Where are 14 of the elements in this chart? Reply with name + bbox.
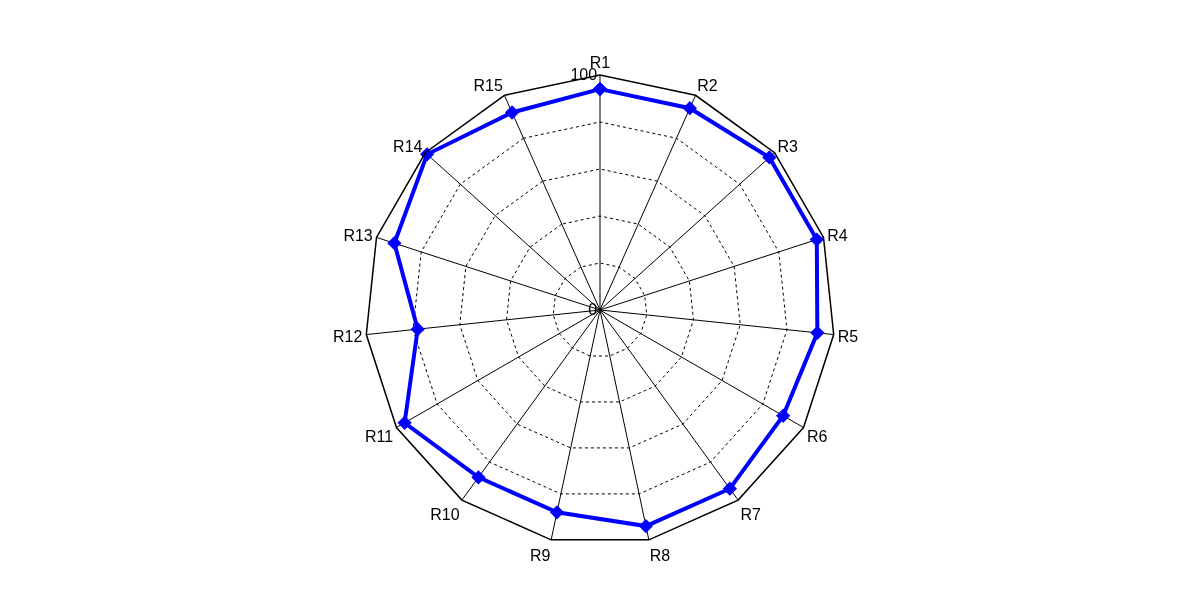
spoke-label: R13 [343,226,373,244]
spoke-label: R5 [837,328,859,346]
spoke-label: R14 [393,138,423,156]
spoke-label: R11 [364,428,394,446]
spoke-label: R8 [649,546,671,564]
spoke-label: R2 [697,77,718,95]
spoke-label: R7 [740,505,762,523]
spoke-label: R10 [430,505,460,523]
spoke-label: R4 [827,226,848,244]
spoke-label: R15 [473,77,503,95]
spoke-label: R12 [333,328,363,346]
spoke-label: R3 [777,138,799,156]
spoke-label: R9 [529,546,551,564]
spoke-label: R6 [806,428,828,446]
